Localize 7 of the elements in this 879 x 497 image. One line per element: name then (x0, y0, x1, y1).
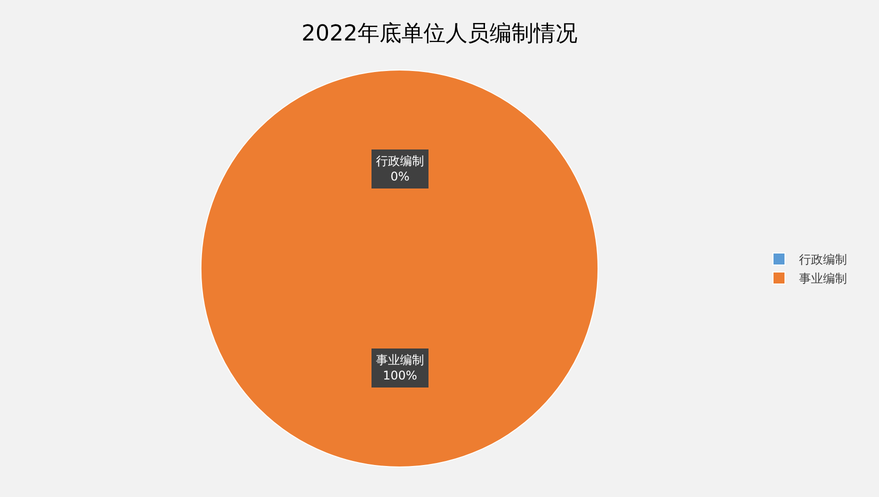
data-label: 100% (382, 368, 418, 383)
text: 0% (390, 170, 410, 184)
slice-label: 事业编制 (376, 353, 424, 367)
category-label: 行政编制 (376, 154, 424, 168)
legend-label: 行政编制 (799, 252, 847, 267)
legend-label: 事业编制 (799, 272, 847, 286)
chart-title: 2022年底单位人员编制情况 (302, 21, 578, 46)
